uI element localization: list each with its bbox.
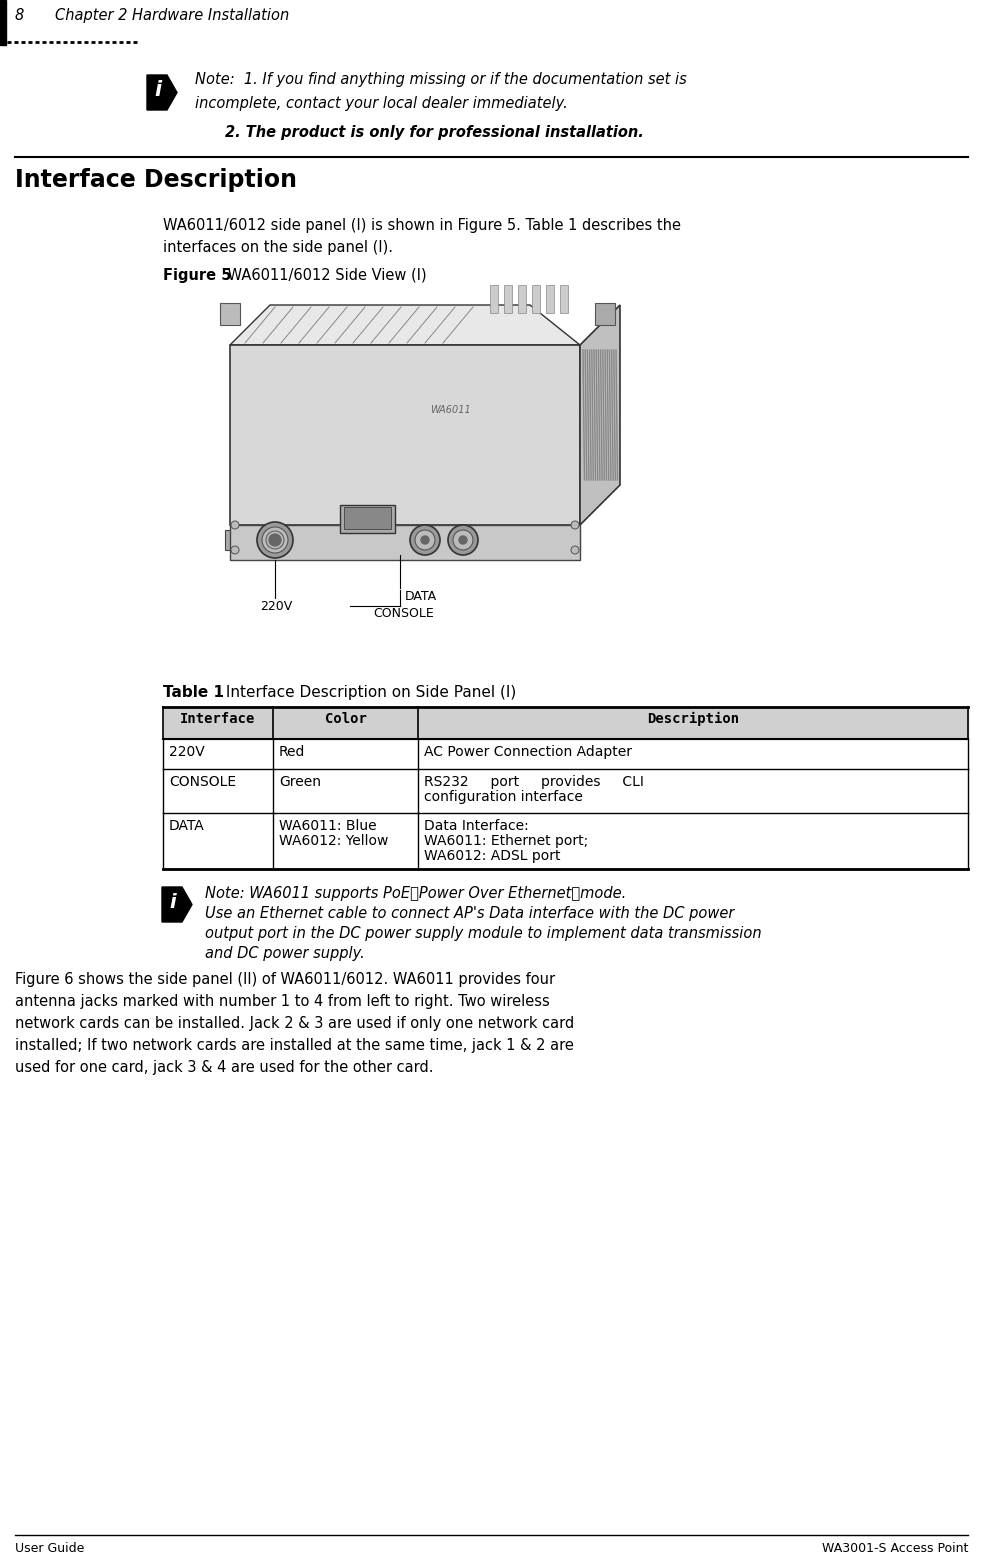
Bar	[560, 286, 568, 314]
Circle shape	[410, 525, 440, 554]
Text: configuration interface: configuration interface	[424, 790, 583, 804]
Text: WA6011/6012 side panel (I) is shown in Figure 5. Table 1 describes the: WA6011/6012 side panel (I) is shown in F…	[163, 217, 681, 233]
Text: WA6011/6012 Side View (I): WA6011/6012 Side View (I)	[223, 269, 427, 283]
Text: Chapter 2 Hardware Installation: Chapter 2 Hardware Installation	[55, 8, 290, 23]
Bar	[504, 286, 512, 314]
Bar	[595, 303, 615, 325]
Text: Figure 5: Figure 5	[163, 269, 231, 283]
Text: output port in the DC power supply module to implement data transmission: output port in the DC power supply modul…	[205, 926, 761, 941]
Polygon shape	[147, 75, 177, 110]
Text: WA6011: Ethernet port;: WA6011: Ethernet port;	[424, 834, 588, 848]
Polygon shape	[580, 304, 620, 525]
Text: Note:  1. If you find anything missing or if the documentation set is: Note: 1. If you find anything missing or…	[195, 71, 687, 87]
Bar	[225, 530, 240, 550]
Text: WA6012: Yellow: WA6012: Yellow	[279, 834, 388, 848]
Text: WA3001-S Access Point: WA3001-S Access Point	[821, 1542, 968, 1553]
Text: 2. The product is only for professional installation.: 2. The product is only for professional …	[225, 124, 644, 140]
Text: interfaces on the side panel (I).: interfaces on the side panel (I).	[163, 241, 393, 255]
Circle shape	[453, 530, 473, 550]
Text: Interface: Interface	[180, 711, 256, 725]
Text: Green: Green	[279, 775, 321, 789]
Text: Use an Ethernet cable to connect AP's Data interface with the DC power: Use an Ethernet cable to connect AP's Da…	[205, 905, 735, 921]
Text: WA6011: WA6011	[429, 405, 471, 415]
Bar	[344, 506, 391, 530]
Text: antenna jacks marked with number 1 to 4 from left to right. Two wireless: antenna jacks marked with number 1 to 4 …	[15, 994, 550, 1009]
Text: i: i	[169, 893, 176, 912]
Bar	[518, 286, 526, 314]
Bar	[220, 303, 240, 325]
Bar	[560, 530, 580, 550]
Text: RS232     port     provides     CLI: RS232 port provides CLI	[424, 775, 644, 789]
Text: 220V: 220V	[260, 599, 293, 613]
Circle shape	[231, 520, 239, 530]
Text: WA6012: ADSL port: WA6012: ADSL port	[424, 849, 560, 863]
Bar	[532, 286, 540, 314]
Bar	[490, 286, 498, 314]
Polygon shape	[230, 525, 580, 561]
Text: 8: 8	[15, 8, 25, 23]
Circle shape	[231, 547, 239, 554]
Bar	[0, 0, 6, 45]
Polygon shape	[230, 304, 580, 345]
Bar	[340, 505, 395, 533]
Circle shape	[415, 530, 435, 550]
Text: Figure 6 shows the side panel (II) of WA6011/6012. WA6011 provides four: Figure 6 shows the side panel (II) of WA…	[15, 972, 556, 988]
Text: Description: Description	[647, 711, 739, 727]
Text: CONSOLE: CONSOLE	[169, 775, 236, 789]
Text: DATA: DATA	[169, 818, 205, 832]
Text: 220V: 220V	[169, 745, 205, 759]
Bar	[546, 286, 554, 314]
Text: and DC power supply.: and DC power supply.	[205, 946, 364, 961]
Polygon shape	[230, 345, 580, 525]
Text: used for one card, jack 3 & 4 are used for the other card.: used for one card, jack 3 & 4 are used f…	[15, 1061, 433, 1075]
Text: Color: Color	[325, 711, 366, 725]
Text: DATA: DATA	[405, 590, 437, 603]
Circle shape	[421, 536, 429, 544]
Text: Interface Description on Side Panel (I): Interface Description on Side Panel (I)	[221, 685, 516, 700]
Text: Note: WA6011 supports PoE（Power Over Ethernet）mode.: Note: WA6011 supports PoE（Power Over Eth…	[205, 887, 626, 901]
Text: CONSOLE: CONSOLE	[373, 607, 433, 620]
Text: Interface Description: Interface Description	[15, 168, 297, 193]
Text: WA6011: Blue: WA6011: Blue	[279, 818, 376, 832]
Circle shape	[459, 536, 467, 544]
Circle shape	[269, 534, 281, 547]
Text: Table 1: Table 1	[163, 685, 224, 700]
Circle shape	[571, 547, 579, 554]
Text: i: i	[155, 79, 162, 99]
Bar	[163, 707, 968, 739]
Text: Red: Red	[279, 745, 305, 759]
Text: installed; If two network cards are installed at the same time, jack 1 & 2 are: installed; If two network cards are inst…	[15, 1037, 574, 1053]
Text: Data Interface:: Data Interface:	[424, 818, 529, 832]
Circle shape	[571, 520, 579, 530]
Text: AC Power Connection Adapter: AC Power Connection Adapter	[424, 745, 632, 759]
Text: network cards can be installed. Jack 2 & 3 are used if only one network card: network cards can be installed. Jack 2 &…	[15, 1016, 574, 1031]
Polygon shape	[162, 887, 192, 922]
Text: incomplete, contact your local dealer immediately.: incomplete, contact your local dealer im…	[195, 96, 567, 110]
Circle shape	[257, 522, 293, 558]
Circle shape	[262, 526, 288, 553]
Text: User Guide: User Guide	[15, 1542, 85, 1553]
Circle shape	[448, 525, 478, 554]
